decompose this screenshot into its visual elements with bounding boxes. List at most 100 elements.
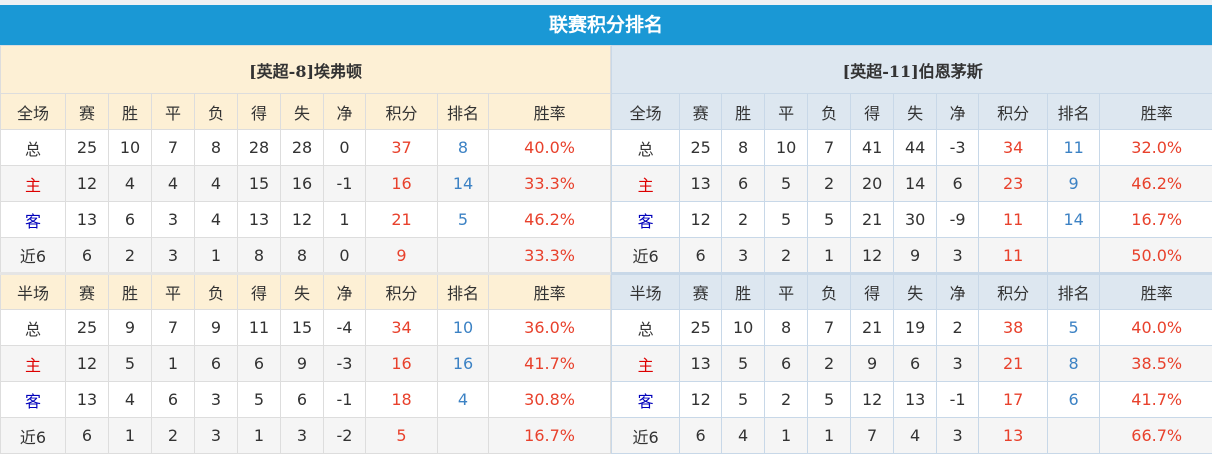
cell: -3	[323, 345, 366, 382]
points-cell: 11	[978, 201, 1049, 238]
cell: 1	[807, 417, 852, 454]
cell: 6	[721, 165, 766, 202]
table-row: 客 13 4 6 3 5 6 -1 18 4 30.8%	[0, 381, 612, 418]
table-row: 主 13 6 5 2 20 14 6 23 9 46.2%	[611, 165, 1212, 202]
cell: 4	[108, 381, 152, 418]
cell: 3	[936, 417, 980, 454]
table-row: 近6 6 2 3 1 8 8 0 9 33.3%	[0, 237, 612, 274]
column-header: 净	[936, 93, 980, 130]
cell: 12	[850, 381, 895, 418]
table-row: 总 25 9 7 9 11 15 -4 34 10 36.0%	[0, 309, 612, 346]
table-row: 客 12 5 2 5 12 13 -1 17 6 41.7%	[611, 381, 1212, 418]
win-rate-cell: 40.0%	[1099, 309, 1212, 346]
cell: -9	[936, 201, 980, 238]
rank-cell: 5	[1047, 309, 1101, 346]
row-label: 客	[0, 381, 66, 418]
win-rate-cell: 16.7%	[1099, 201, 1212, 238]
win-rate-cell: 40.0%	[487, 129, 612, 166]
points-cell: 9	[365, 237, 438, 274]
cell: -1	[323, 165, 366, 202]
cell: 25	[65, 129, 109, 166]
cell: 6	[65, 237, 109, 274]
cell: 3	[194, 417, 238, 454]
section-label: 全场	[0, 93, 66, 130]
column-header: 积分	[978, 93, 1049, 130]
column-header: 净	[323, 93, 366, 130]
column-header: 胜率	[487, 272, 612, 310]
row-label: 主	[0, 345, 66, 382]
cell: 5	[764, 165, 809, 202]
row-label: 总	[611, 309, 681, 346]
column-header: 胜	[721, 93, 766, 130]
column-header: 负	[807, 272, 852, 310]
section-header: 半场赛胜平负得失净积分 排名 胜率	[0, 272, 612, 310]
column-header: 胜	[108, 93, 152, 130]
column-header: 负	[194, 93, 238, 130]
rank-cell: 9	[1047, 165, 1101, 202]
cell: 6	[936, 165, 980, 202]
cell: 3	[151, 201, 195, 238]
cell: 25	[679, 129, 723, 166]
cell: 15	[280, 309, 324, 346]
section-label: 半场	[611, 272, 681, 310]
cell: 21	[850, 201, 895, 238]
table-row: 总 25 8 10 7 41 44 -3 34 11 32.0%	[611, 129, 1212, 166]
points-cell: 38	[978, 309, 1049, 346]
column-header: 失	[280, 272, 324, 310]
cell: 21	[850, 309, 895, 346]
table-row: 主 13 5 6 2 9 6 3 21 8 38.5%	[611, 345, 1212, 382]
points-cell: 13	[978, 417, 1049, 454]
cell: 13	[679, 165, 723, 202]
cell: 3	[151, 237, 195, 274]
table-row: 客 13 6 3 4 13 12 1 21 5 46.2%	[0, 201, 612, 238]
cell: 2	[807, 345, 852, 382]
table-row: 主 12 5 1 6 6 9 -3 16 16 41.7%	[0, 345, 612, 382]
win-rate-cell: 46.2%	[487, 201, 612, 238]
team-name: [英超-11]伯恩茅斯	[611, 45, 1212, 94]
cell: 16	[280, 165, 324, 202]
points-cell: 37	[365, 129, 438, 166]
cell: -3	[936, 129, 980, 166]
cell: 13	[237, 201, 281, 238]
cell: 10	[108, 129, 152, 166]
column-header: 积分	[365, 272, 438, 310]
cell: 12	[65, 165, 109, 202]
column-header: 得	[237, 272, 281, 310]
cell: 2	[108, 237, 152, 274]
cell: 2	[807, 165, 852, 202]
win-rate-cell: 46.2%	[1099, 165, 1212, 202]
column-header: 胜率	[1099, 272, 1212, 310]
table-row: 近6 6 4 1 1 7 4 3 13 66.7%	[611, 417, 1212, 454]
row-label: 主	[611, 165, 681, 202]
cell: 1	[151, 345, 195, 382]
win-rate-cell: 32.0%	[1099, 129, 1212, 166]
cell: 3	[194, 381, 238, 418]
row-label: 主	[0, 165, 66, 202]
cell: 2	[151, 417, 195, 454]
cell: 7	[850, 417, 895, 454]
points-cell: 16	[365, 345, 438, 382]
rank-cell: 11	[1047, 129, 1101, 166]
win-rate-cell: 16.7%	[487, 417, 612, 454]
column-header: 得	[850, 93, 895, 130]
win-rate-cell: 33.3%	[487, 237, 612, 274]
column-header: 平	[764, 93, 809, 130]
rank-cell: 10	[437, 309, 489, 346]
table-row: 客 12 2 5 5 21 30 -9 11 14 16.7%	[611, 201, 1212, 238]
cell: 9	[194, 309, 238, 346]
cell: 9	[108, 309, 152, 346]
standings-table-home-team: [英超-8]埃弗顿 全场赛胜平负得失净积分 排名 胜率总 25 10 7 8 28 28 0 37 8 4…	[0, 45, 612, 454]
cell: 5	[721, 381, 766, 418]
cell: 13	[65, 201, 109, 238]
cell: 7	[151, 309, 195, 346]
cell: 10	[721, 309, 766, 346]
cell: 6	[893, 345, 938, 382]
row-label: 总	[611, 129, 681, 166]
table-row: 近6 6 3 2 1 12 9 3 11 50.0%	[611, 237, 1212, 274]
rank-cell: 14	[437, 165, 489, 202]
cell: 8	[280, 237, 324, 274]
cell: 1	[237, 417, 281, 454]
cell: 2	[936, 309, 980, 346]
cell: 13	[893, 381, 938, 418]
cell: 3	[280, 417, 324, 454]
